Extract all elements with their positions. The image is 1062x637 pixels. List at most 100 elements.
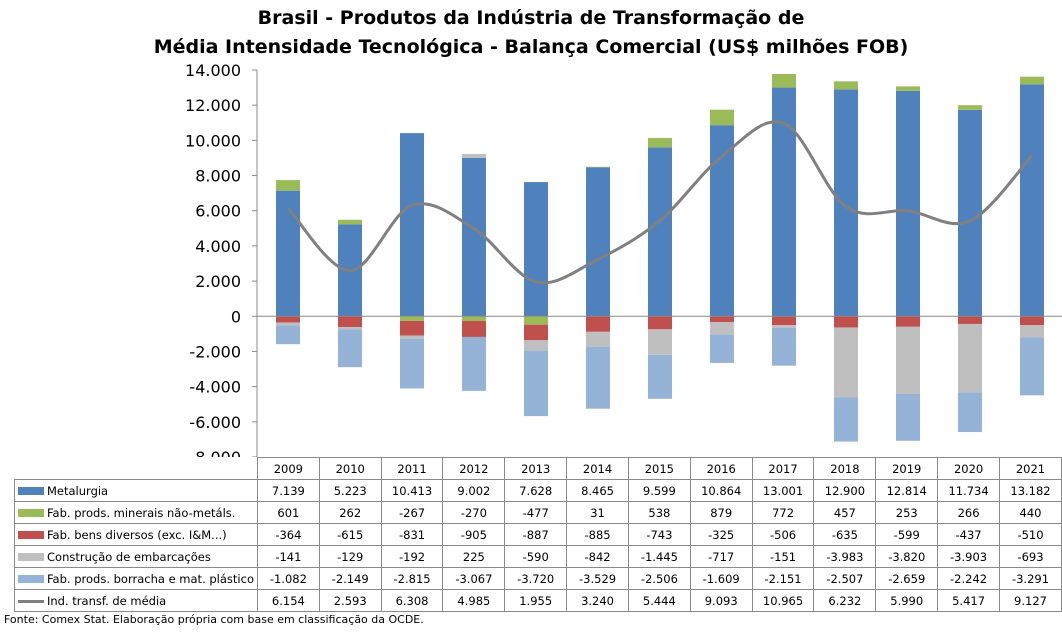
bar-segment	[338, 316, 362, 328]
y-tick-label: 0	[231, 307, 241, 326]
data-label: -129	[318, 545, 382, 568]
bar-segment	[462, 153, 486, 158]
data-label: 601	[256, 501, 320, 524]
data-label: -3.983	[813, 545, 877, 568]
bar-segment	[648, 329, 672, 355]
series-name: Ind. transf. de média	[47, 593, 167, 608]
data-label: 11.734	[937, 479, 1000, 502]
year-header: 2013	[504, 457, 568, 480]
data-label: 253	[875, 501, 939, 524]
bar-segment	[834, 327, 858, 398]
y-tick-label: -6.000	[189, 413, 241, 432]
y-tick-label: 2.000	[195, 272, 241, 291]
bar-segment	[524, 324, 548, 341]
year-header: 2020	[937, 457, 1000, 480]
bar-segment	[772, 327, 796, 366]
bar-segment	[1020, 316, 1044, 326]
data-label: -3.720	[504, 567, 568, 590]
data-label: -905	[442, 523, 506, 546]
data-label: -615	[318, 523, 382, 546]
bar-segment	[710, 316, 734, 322]
bar-segment	[772, 73, 796, 88]
data-label: 8.465	[566, 479, 629, 502]
bars	[257, 73, 1062, 442]
bar-segment	[896, 394, 920, 441]
data-label: -885	[566, 523, 629, 546]
data-label: 457	[813, 501, 877, 524]
bar-segment	[958, 316, 982, 324]
table-row: Construção de embarcações -141 -129 -192 225…	[14, 545, 1062, 568]
bar-segment	[834, 316, 858, 328]
data-label: 10.965	[751, 589, 815, 612]
series-name: Construção de embarcações	[47, 549, 211, 564]
year-header: 2019	[875, 457, 939, 480]
bar-segment	[524, 316, 548, 325]
data-label: -151	[751, 545, 815, 568]
bar-segment	[958, 109, 982, 317]
chart-title-line-2: Média Intensidade Tecnológica - Balança …	[153, 36, 909, 58]
y-tick-label: -2.000	[189, 342, 241, 361]
bar-segment	[958, 323, 982, 393]
data-label: -3.067	[442, 567, 506, 590]
legend-swatch	[18, 575, 44, 583]
data-label: 7.628	[504, 479, 568, 502]
bar-segment	[710, 321, 734, 335]
bar-segment	[400, 335, 424, 339]
data-label: -717	[689, 545, 753, 568]
data-label: -2.151	[751, 567, 815, 590]
data-label: -590	[504, 545, 568, 568]
bar-segment	[896, 316, 920, 327]
data-label: -831	[380, 523, 444, 546]
series-name: Fab. prods. borracha e mat. plástico	[47, 571, 254, 586]
data-label: 772	[751, 501, 815, 524]
y-tick-label: -4.000	[189, 378, 241, 397]
series-name: Fab. bens diversos (exc. I&M...)	[47, 527, 227, 542]
data-label: 12.814	[875, 479, 939, 502]
legend-entry: Fab. prods. borracha e mat. plástico	[14, 567, 258, 590]
legend-entry: Ind. transf. de média	[14, 589, 258, 612]
bar-segment	[338, 329, 362, 368]
bar-segment	[524, 182, 548, 317]
data-label: -2.815	[380, 567, 444, 590]
data-label: 879	[689, 501, 753, 524]
legend-swatch	[18, 599, 44, 603]
data-label: -635	[813, 523, 877, 546]
legend-swatch	[18, 553, 44, 561]
data-label: 3.240	[566, 589, 629, 612]
data-label: -510	[999, 523, 1062, 546]
bar-segment	[834, 89, 858, 317]
data-label: -1.445	[627, 545, 691, 568]
data-label: 538	[627, 501, 691, 524]
bar-segment	[586, 316, 610, 332]
y-tick-label: 8.000	[195, 167, 241, 186]
table-row: Fab. prods. borracha e mat. plástico -1.0…	[14, 567, 1062, 590]
data-label: -1.082	[256, 567, 320, 590]
data-label: -3.291	[999, 567, 1062, 590]
legend-entry: Fab. bens diversos (exc. I&M...)	[14, 523, 258, 546]
bar-segment	[400, 320, 424, 336]
line-layer	[286, 120, 1034, 285]
data-label: 5.444	[627, 589, 691, 612]
data-label: 9.002	[442, 479, 506, 502]
data-label: -2.242	[937, 567, 1000, 590]
y-tick-label: 12.000	[185, 96, 241, 115]
bar-segment	[648, 354, 672, 399]
data-label: -506	[751, 523, 815, 546]
year-header: 2018	[813, 457, 877, 480]
table-row: Ind. transf. de média 6.154 2.593 6.308 4.98…	[14, 589, 1062, 612]
table-row: Fab. prods. minerais não-metáls. 601 262 -2…	[14, 501, 1062, 524]
chart-title-line-1: Brasil - Produtos da Indústria de Transf…	[257, 7, 805, 29]
legend-entry: Metalurgia	[14, 479, 258, 502]
bar-segment	[276, 190, 300, 317]
bar-segment	[400, 133, 424, 317]
bar-segment	[1020, 76, 1044, 85]
legend-swatch	[18, 487, 44, 495]
y-tick-label: 6.000	[195, 202, 241, 221]
data-label: 6.154	[256, 589, 320, 612]
data-label: -2.507	[813, 567, 877, 590]
data-label: 9.599	[627, 479, 691, 502]
data-label: 5.223	[318, 479, 382, 502]
data-label: -192	[380, 545, 444, 568]
data-label: 31	[566, 501, 629, 524]
bar-segment	[462, 157, 486, 317]
